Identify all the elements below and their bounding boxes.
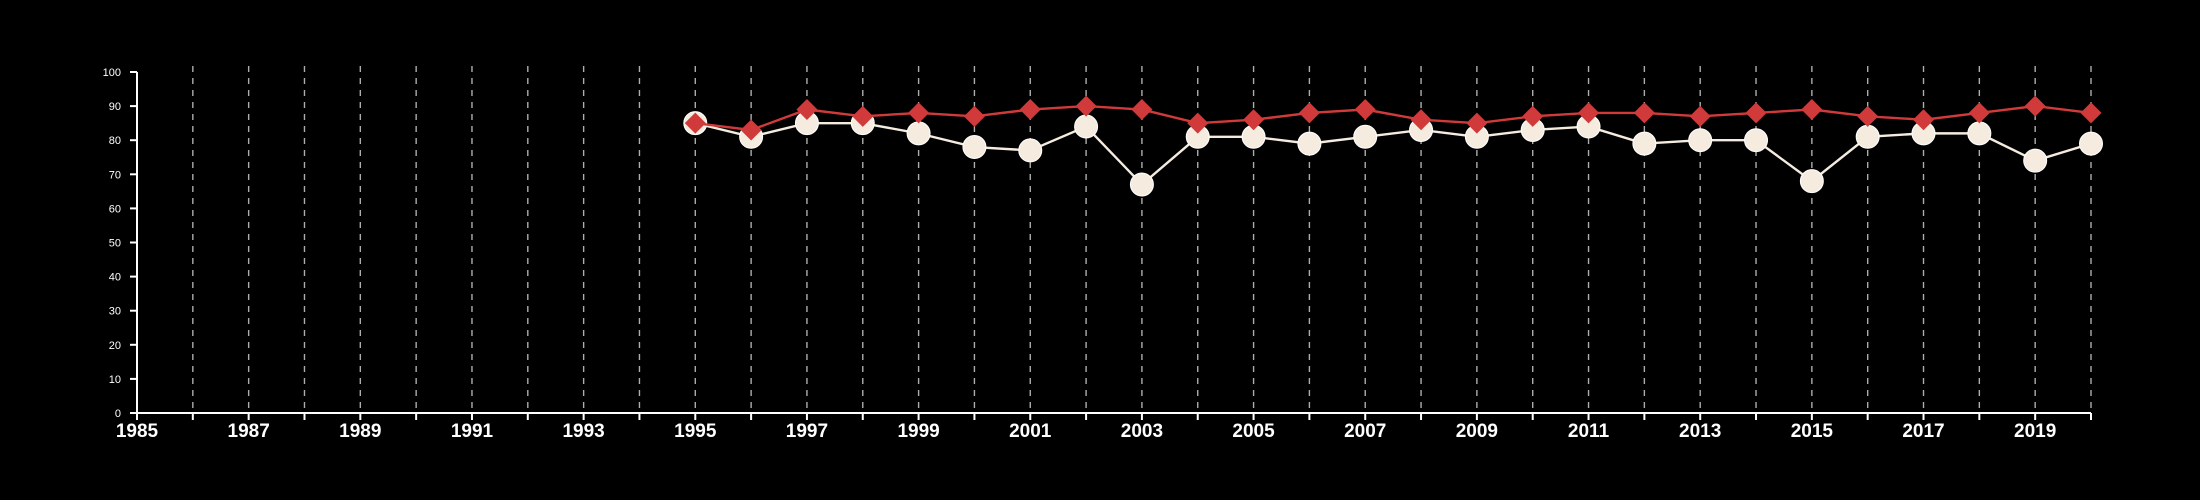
series-layer bbox=[683, 95, 2103, 197]
circle-point-2020 bbox=[2079, 131, 2103, 156]
y-tick-label: 90 bbox=[109, 101, 121, 113]
diamond-point-2016 bbox=[1857, 105, 1879, 127]
diamond-point-2014 bbox=[1745, 102, 1767, 124]
diamond-point-2017 bbox=[1913, 109, 1935, 131]
diamond-point-2005 bbox=[1243, 109, 1265, 131]
y-tick-label: 80 bbox=[109, 135, 121, 147]
diamond-point-2015 bbox=[1801, 99, 1823, 121]
y-tick-label: 20 bbox=[109, 340, 121, 352]
circle-point-2006 bbox=[1297, 131, 1322, 156]
circle-point-2012 bbox=[1632, 131, 1657, 156]
y-tick-label: 40 bbox=[109, 272, 121, 284]
circle-point-2015 bbox=[1799, 169, 1824, 194]
y-tick-label: 30 bbox=[109, 306, 121, 318]
x-tick-label: 1985 bbox=[116, 421, 159, 442]
diamond-point-2007 bbox=[1354, 99, 1376, 121]
x-tick-label: 2001 bbox=[1009, 421, 1052, 442]
series-diamond bbox=[684, 95, 2102, 141]
diamond-point-2002 bbox=[1075, 95, 1097, 117]
series-circle bbox=[683, 111, 2103, 197]
circle-point-2003 bbox=[1129, 172, 1154, 197]
circle-point-2001 bbox=[1018, 138, 1043, 163]
circle-point-2007 bbox=[1353, 124, 1378, 149]
diamond-point-1995 bbox=[684, 112, 706, 134]
diamond-point-1998 bbox=[852, 105, 874, 127]
circle-point-2018 bbox=[1967, 121, 1992, 146]
diamond-point-2019 bbox=[2024, 95, 2046, 117]
grid-layer bbox=[192, 66, 2092, 413]
diamond-point-2012 bbox=[1633, 102, 1655, 124]
y-tick-label: 10 bbox=[109, 374, 121, 386]
circle-point-2016 bbox=[1855, 124, 1880, 149]
circle-point-2013 bbox=[1688, 128, 1713, 153]
x-tick-label: 2007 bbox=[1344, 421, 1386, 442]
diamond-point-1999 bbox=[908, 102, 930, 124]
diamond-point-2010 bbox=[1522, 105, 1544, 127]
x-tick-label: 2013 bbox=[1679, 421, 1721, 442]
y-tick-label: 60 bbox=[109, 203, 121, 215]
x-tick-label: 1989 bbox=[339, 421, 381, 442]
x-tick-label: 1987 bbox=[228, 421, 270, 442]
circle-point-2002 bbox=[1074, 114, 1099, 139]
diamond-point-2006 bbox=[1298, 102, 1320, 124]
diamond-point-2004 bbox=[1187, 112, 1209, 134]
axis-layer: 1985 1987 1989 1991 1993 1995 1997 1999 2001 2003… bbox=[103, 67, 2092, 442]
diamond-point-1996 bbox=[740, 119, 762, 141]
series-line-diamond bbox=[695, 104, 2092, 132]
circle-point-2000 bbox=[962, 135, 987, 160]
x-tick-label: 1991 bbox=[451, 421, 494, 442]
y-tick-label: 70 bbox=[109, 169, 121, 181]
x-tick-label: 2019 bbox=[2014, 421, 2056, 442]
diamond-point-2000 bbox=[963, 105, 985, 127]
y-tick-label: 50 bbox=[109, 238, 121, 250]
x-tick-label: 2017 bbox=[1902, 421, 1944, 442]
x-tick-label: 2011 bbox=[1568, 421, 1610, 442]
x-tick-label: 2005 bbox=[1232, 421, 1275, 442]
x-tick-label: 2009 bbox=[1456, 421, 1498, 442]
y-tick-label: 0 bbox=[115, 408, 121, 420]
y-tick-label: 100 bbox=[103, 67, 121, 79]
x-tick-label: 1999 bbox=[897, 421, 939, 442]
series-line-circle bbox=[695, 121, 2092, 187]
diamond-point-1997 bbox=[796, 99, 818, 121]
diamond-point-2011 bbox=[1578, 102, 1600, 124]
x-tick-label: 1997 bbox=[786, 421, 828, 442]
x-tick-label: 1995 bbox=[674, 421, 717, 442]
circle-point-2019 bbox=[2023, 148, 2048, 173]
diamond-point-2009 bbox=[1466, 112, 1488, 134]
x-tick-label: 2015 bbox=[1791, 421, 1834, 442]
circle-point-2014 bbox=[1744, 128, 1769, 153]
diamond-point-2003 bbox=[1131, 99, 1153, 121]
x-tick-label: 2003 bbox=[1121, 421, 1163, 442]
x-tick-label: 1993 bbox=[562, 421, 604, 442]
diamond-point-2018 bbox=[1968, 102, 1990, 124]
circle-point-1999 bbox=[906, 121, 931, 146]
diamond-point-2008 bbox=[1410, 109, 1432, 131]
diamond-point-2020 bbox=[2080, 102, 2102, 124]
diamond-point-2001 bbox=[1019, 99, 1041, 121]
diamond-point-2013 bbox=[1689, 105, 1711, 127]
